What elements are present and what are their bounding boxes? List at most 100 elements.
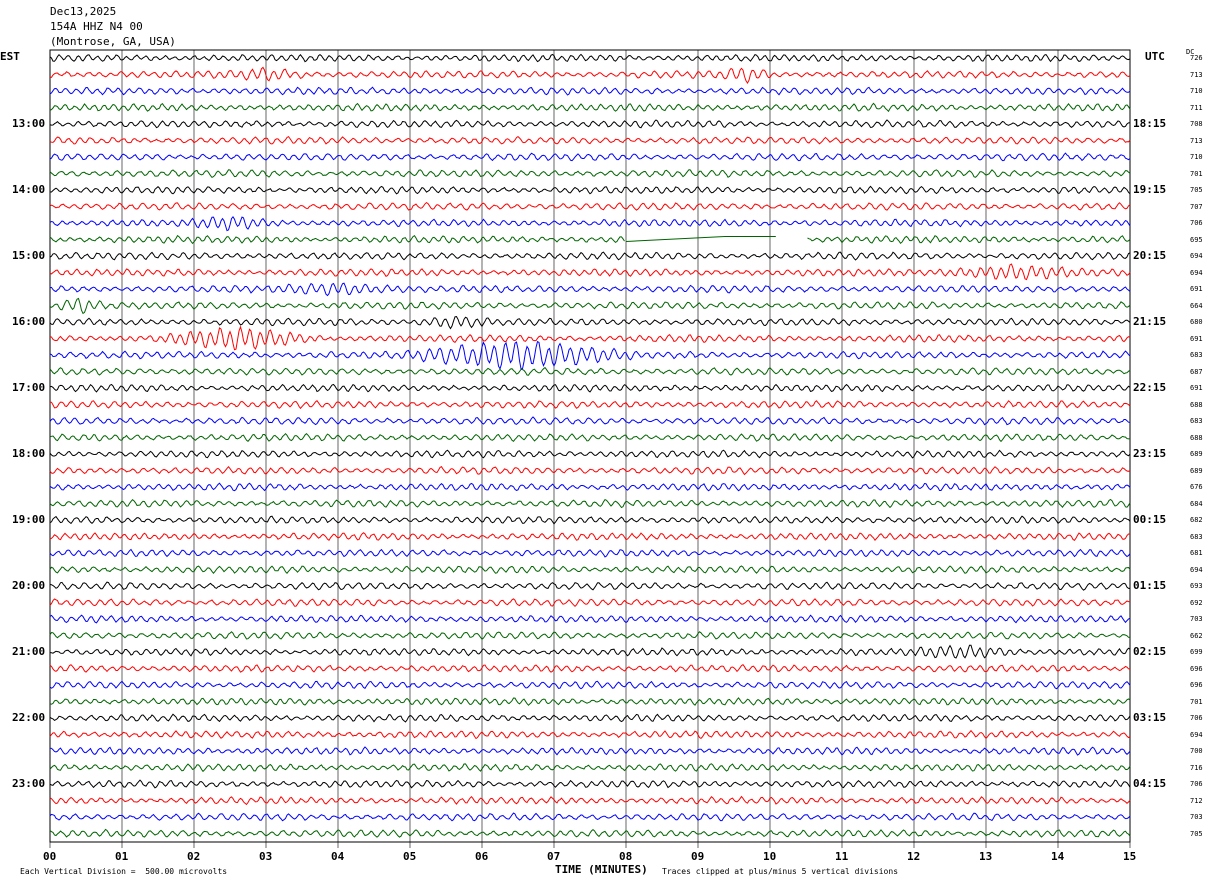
trace-line-row-44 — [49, 779, 1131, 789]
dc-offset-value: 681 — [1190, 549, 1203, 557]
dc-offset-value: 700 — [1190, 747, 1203, 755]
dc-offset-value: 689 — [1190, 450, 1203, 458]
dc-offset-value: 705 — [1190, 829, 1203, 838]
left-hour-label: 13:00 — [12, 117, 46, 130]
dc-offset-value: 696 — [1190, 681, 1203, 689]
x-tick-label: 10 — [763, 850, 777, 863]
dc-offset-value: 696 — [1190, 664, 1203, 673]
trace-line-row-21 — [49, 399, 1131, 410]
dc-offset-value: 695 — [1190, 235, 1203, 244]
trace-line-row-10 — [49, 215, 1131, 232]
dc-offset-value: 694 — [1190, 268, 1203, 277]
dc-offset-value: 680 — [1190, 318, 1203, 326]
dc-offset-value: 662 — [1190, 631, 1203, 640]
trace-line-row-42 — [49, 746, 1131, 756]
x-tick-label: 07 — [547, 850, 561, 863]
x-tick-label: 15 — [1123, 850, 1137, 863]
right-hour-label: 02:15 — [1133, 645, 1167, 658]
left-hour-label: 16:00 — [12, 315, 46, 328]
dc-offset-value: 707 — [1190, 202, 1203, 211]
station-code: 154A HHZ N4 00 — [50, 20, 143, 33]
trace-line-row-6 — [49, 152, 1131, 162]
x-tick-label: 12 — [907, 850, 921, 863]
right-hour-label: 20:15 — [1133, 249, 1167, 262]
trace-line-row-37 — [49, 664, 1131, 673]
trace-line-row-5 — [49, 135, 1131, 145]
dc-offset-value: 706 — [1190, 219, 1203, 227]
x-tick-label: 11 — [835, 850, 849, 863]
dc-offset-value: 708 — [1190, 120, 1203, 128]
x-tick-label: 03 — [259, 850, 273, 863]
dc-offset-value: 716 — [1190, 763, 1203, 772]
clip-note: Traces clipped at plus/minus 5 vertical … — [662, 867, 899, 876]
right-hour-label: 18:15 — [1133, 117, 1167, 130]
dc-offset-value: 683 — [1190, 351, 1203, 359]
trace-line-row-28 — [49, 515, 1131, 525]
right-hour-label: 04:15 — [1133, 777, 1167, 790]
right-hour-label: 19:15 — [1133, 183, 1167, 196]
trace-line-row-29 — [49, 532, 1130, 542]
scale-note: Each Vertical Division = 500.00 microvol… — [20, 867, 228, 876]
dc-offset-value: 694 — [1190, 252, 1203, 260]
right-timezone-label: UTC — [1145, 50, 1165, 63]
dc-offset-value: 682 — [1190, 516, 1203, 524]
trace-line-row-15 — [49, 297, 1131, 315]
right-hour-label: 21:15 — [1133, 315, 1167, 328]
trace-line-row-3 — [49, 102, 1131, 113]
x-tick-label: 13 — [979, 850, 993, 863]
trace-line-row-31 — [49, 565, 1131, 574]
x-tick-label: 02 — [187, 850, 201, 863]
dc-offset-value: 684 — [1190, 499, 1203, 508]
dc-offset-value: 692 — [1190, 598, 1203, 607]
trace-line-row-9 — [49, 201, 1131, 211]
dc-offset-value: 713 — [1190, 70, 1203, 79]
trace-line-row-32 — [49, 581, 1130, 591]
trace-line-row-24 — [49, 449, 1131, 459]
left-hour-label: 23:00 — [12, 777, 46, 790]
trace-line-row-23 — [49, 432, 1131, 443]
dc-offset-value: 712 — [1190, 796, 1203, 805]
trace-line-row-22 — [49, 416, 1131, 426]
trace-line-row-19 — [49, 366, 1131, 376]
trace-line-row-38 — [49, 680, 1131, 690]
trace-line-row-33 — [49, 598, 1131, 608]
dc-offset-value: 693 — [1190, 582, 1203, 590]
trace-line-row-35 — [49, 631, 1131, 640]
dc-offset-value: 706 — [1190, 714, 1203, 722]
trace-line-row-8 — [50, 185, 1131, 195]
dc-offset-value: 683 — [1190, 417, 1203, 425]
dc-offset-value: 713 — [1190, 136, 1203, 145]
left-hour-label: 22:00 — [12, 711, 46, 724]
trace-line-row-46 — [49, 812, 1131, 822]
trace-line-row-39 — [49, 697, 1131, 706]
trace-line-row-41 — [49, 729, 1131, 740]
trace-line-row-34 — [49, 614, 1131, 624]
plot-date: Dec13,2025 — [50, 5, 117, 18]
dc-offset-value: 691 — [1190, 384, 1203, 392]
trace-line-row-27 — [49, 498, 1131, 509]
trace-line-row-20 — [49, 383, 1131, 393]
trace-line-row-7 — [49, 169, 1131, 179]
dc-offset-value: 691 — [1190, 285, 1203, 293]
dc-offset-value: 726 — [1190, 54, 1203, 62]
dc-offset-value: 689 — [1190, 466, 1203, 475]
left-hour-label: 21:00 — [12, 645, 46, 658]
x-tick-label: 04 — [331, 850, 345, 863]
trace-line-row-12 — [49, 251, 1131, 261]
trace-line-row-0 — [49, 53, 1131, 63]
left-hour-label: 15:00 — [12, 249, 46, 262]
left-hour-label: 17:00 — [12, 381, 46, 394]
trace-line-row-45 — [49, 795, 1131, 806]
left-hour-label: 14:00 — [12, 183, 46, 196]
dc-offset-value: 683 — [1190, 532, 1203, 541]
trace-line-row-40 — [49, 713, 1131, 723]
dc-offset-value: 701 — [1190, 697, 1203, 706]
dc-offset-value: 705 — [1190, 186, 1203, 194]
trace-line-row-26 — [49, 482, 1131, 492]
dc-offset-value: 703 — [1190, 813, 1203, 821]
right-hour-label: 23:15 — [1133, 447, 1167, 460]
right-hour-label: 00:15 — [1133, 513, 1167, 526]
left-hour-label: 19:00 — [12, 513, 46, 526]
x-tick-label: 05 — [403, 850, 417, 863]
